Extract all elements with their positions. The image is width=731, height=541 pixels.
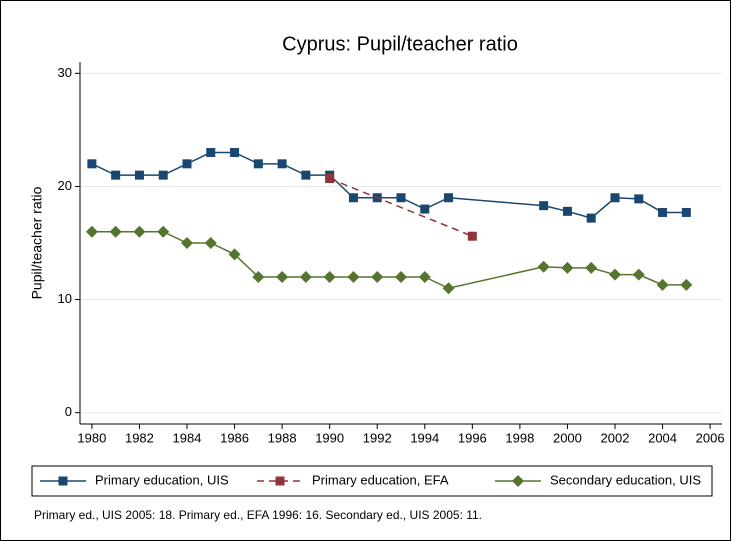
marker (347, 270, 360, 283)
marker (325, 174, 335, 184)
marker (395, 270, 407, 283)
marker (680, 278, 693, 291)
legend-marker (512, 475, 524, 487)
x-tick-label: 1980 (77, 430, 106, 445)
marker (111, 170, 121, 180)
marker (539, 201, 549, 211)
marker (230, 148, 240, 157)
x-tick-label: 1996 (458, 430, 487, 445)
marker (348, 193, 358, 203)
chart-title: Cyprus: Pupil/teacher ratio (282, 33, 518, 55)
marker (158, 170, 168, 180)
marker (467, 231, 477, 241)
y-tick-label: 20 (58, 178, 72, 193)
marker (371, 270, 384, 283)
marker (634, 194, 644, 204)
marker (252, 270, 265, 283)
marker (418, 270, 431, 283)
x-tick-label: 1998 (505, 430, 534, 445)
marker (85, 225, 98, 238)
marker (301, 170, 311, 180)
legend-box (31, 465, 713, 497)
legend-marker (58, 476, 68, 486)
note: Primary ed., UIS 2005: 18. Primary ed., … (34, 508, 482, 522)
marker (586, 213, 596, 223)
legend-marker (275, 476, 285, 486)
marker (561, 261, 574, 274)
marker (228, 248, 241, 261)
x-tick-label: 1984 (173, 430, 202, 445)
x-tick-label: 2004 (648, 430, 677, 445)
legend-label: Primary education, UIS (95, 472, 229, 487)
marker (277, 159, 287, 169)
marker (157, 225, 170, 238)
x-tick-label: 1986 (220, 430, 249, 445)
marker (134, 170, 144, 180)
x-tick-label: 2006 (696, 430, 725, 445)
x-tick-label: 1994 (410, 430, 439, 445)
y-axis-label: Pupil/teacher ratio (29, 186, 45, 299)
legend-label: Primary education, EFA (312, 472, 449, 487)
x-tick-label: 2002 (601, 430, 630, 445)
marker (276, 270, 289, 283)
marker (204, 237, 217, 249)
marker (109, 225, 122, 238)
marker (182, 159, 192, 169)
marker (658, 207, 668, 217)
marker (133, 225, 146, 238)
marker (562, 206, 572, 216)
marker (206, 148, 216, 157)
x-tick-label: 1988 (268, 430, 297, 445)
marker (442, 282, 455, 295)
marker (585, 261, 598, 274)
y-tick-label: 30 (58, 65, 72, 80)
x-tick-label: 2000 (553, 430, 582, 445)
legend-label: Secondary education, UIS (550, 472, 701, 487)
x-tick-label: 1990 (315, 430, 344, 445)
marker (537, 260, 550, 273)
y-tick-label: 10 (58, 291, 72, 306)
marker (656, 278, 669, 291)
y-tick-label: 0 (65, 404, 72, 419)
marker (632, 268, 645, 281)
x-tick-label: 1982 (125, 430, 154, 445)
series-line (329, 177, 473, 237)
marker (323, 270, 336, 283)
marker (253, 159, 263, 169)
marker (610, 193, 620, 203)
marker (396, 193, 406, 203)
marker (609, 268, 621, 281)
x-tick-label: 1992 (363, 430, 392, 445)
marker (299, 270, 312, 283)
marker (87, 159, 97, 169)
marker (444, 193, 454, 203)
marker (420, 204, 430, 214)
marker (181, 237, 193, 249)
marker (681, 207, 691, 217)
